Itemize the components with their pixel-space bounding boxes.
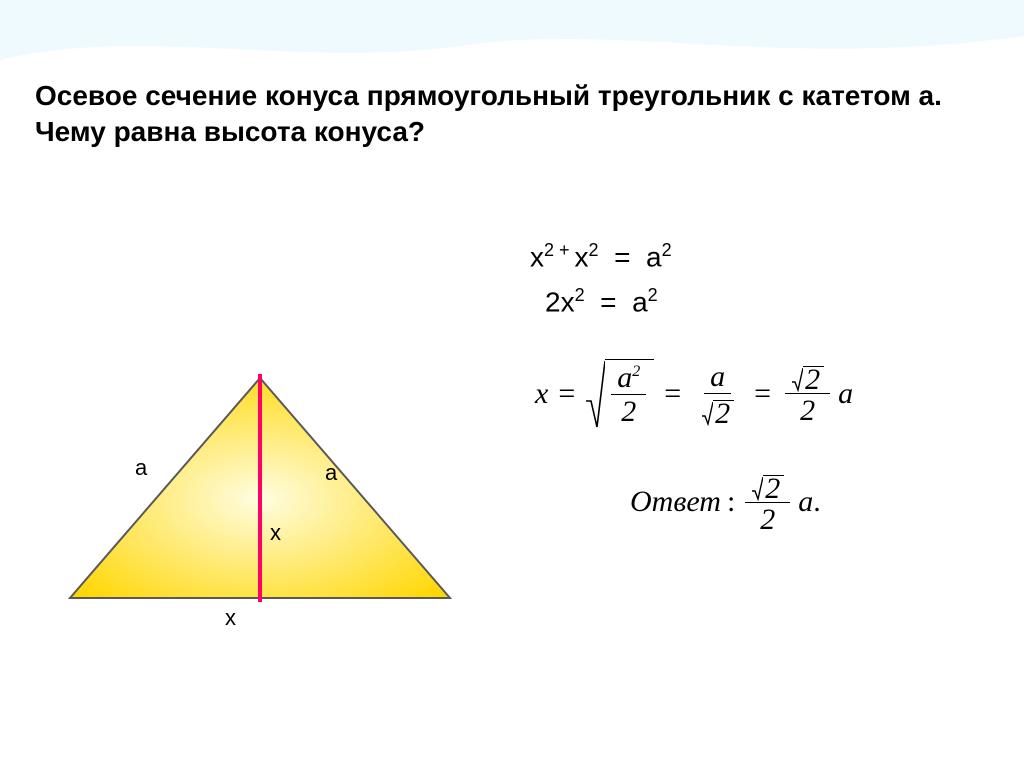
- s1-den: 2: [615, 395, 642, 428]
- sol-step2: a 2: [695, 360, 740, 427]
- ans-factor: a: [798, 485, 813, 519]
- triangle-svg: [60, 360, 460, 620]
- equation-2: 2х2 = а2: [545, 285, 980, 318]
- eq2-coef: 2: [545, 287, 561, 318]
- s2-den-rad: 2: [713, 400, 734, 424]
- slide-title: Осевое сечение конуса прямоугольный треу…: [35, 78, 985, 151]
- label-height: х: [270, 520, 281, 546]
- equation-solution: x = a2 2 = a 2: [535, 359, 980, 429]
- sol-sqrt-frac: a2 2: [585, 359, 654, 429]
- sol-lhs: x: [535, 377, 548, 411]
- eq2-term-c: а: [632, 287, 648, 318]
- eq1-term-b: х: [575, 241, 589, 272]
- s1-num: a: [617, 361, 632, 394]
- sol-step3: 2 2: [785, 360, 830, 427]
- slide: Осевое сечение конуса прямоугольный треу…: [0, 0, 1024, 767]
- answer-frac: 2 2: [745, 469, 790, 536]
- decorative-wave: [0, 0, 1024, 70]
- eq2-term-a: х: [561, 287, 575, 318]
- s3-factor: a: [838, 377, 853, 411]
- s2-num: a: [704, 360, 731, 394]
- ans-den: 2: [754, 503, 781, 536]
- label-base: х: [225, 605, 236, 631]
- s3-den: 2: [794, 394, 821, 427]
- equations-block: х2 + х2 = а2 2х2 = а2 x = a2 2 = a: [500, 240, 980, 536]
- eq1-term-a: х: [530, 241, 544, 272]
- answer-label: Ответ: [630, 485, 721, 519]
- equation-1: х2 + х2 = а2: [530, 240, 980, 273]
- s1-num-exp: 2: [632, 363, 640, 380]
- label-right-side: а: [325, 460, 337, 486]
- s3-num-rad: 2: [803, 366, 824, 390]
- eq1-term-c: а: [646, 241, 662, 272]
- ans-tail: .: [813, 485, 821, 519]
- answer: Ответ: 2 2 a.: [630, 469, 980, 536]
- triangle-figure: а а х х: [60, 360, 460, 650]
- ans-num-rad: 2: [763, 475, 784, 499]
- label-left-side: а: [135, 455, 147, 481]
